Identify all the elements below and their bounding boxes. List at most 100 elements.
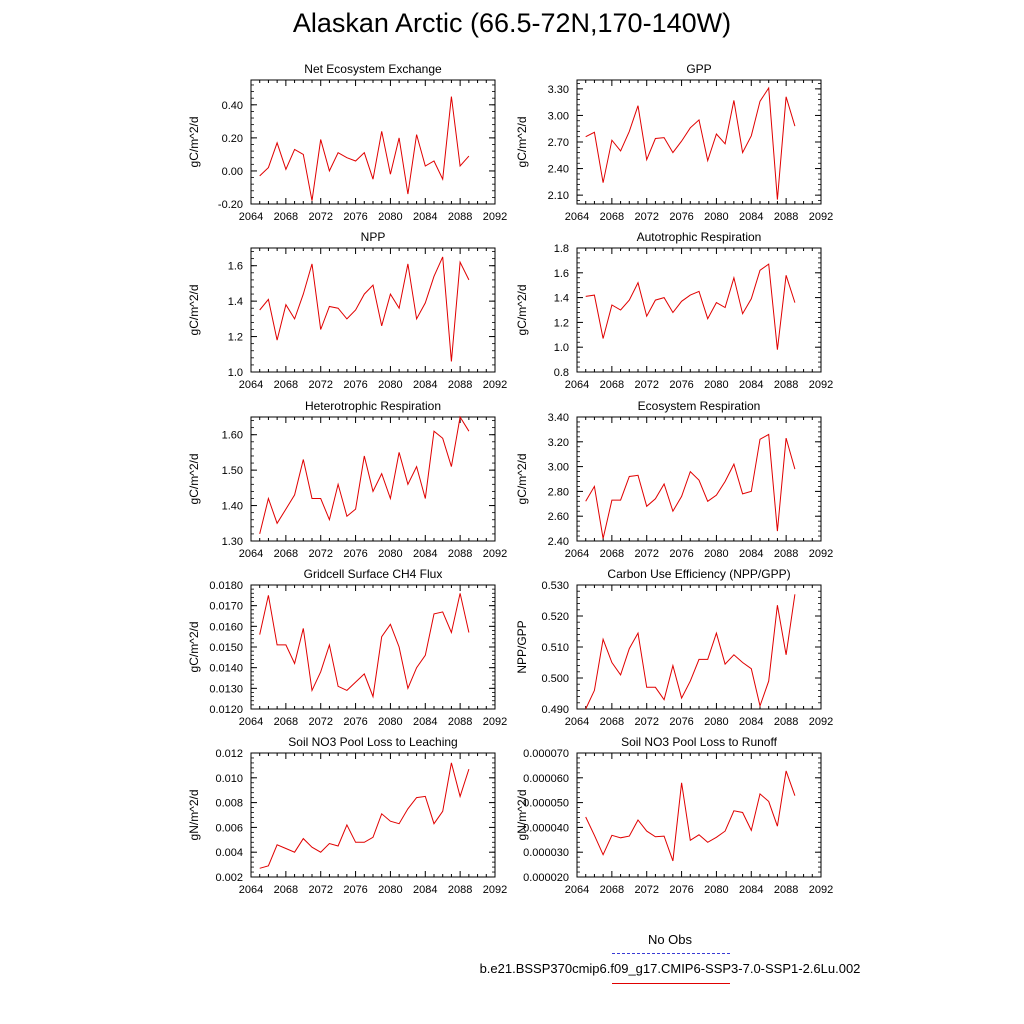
- panel-title: Heterotrophic Respiration: [305, 399, 441, 413]
- x-tick-label: 2064: [239, 884, 263, 896]
- plot-frame: [576, 752, 822, 878]
- chart-panel-6: Gridcell Surface CH4 Flux gC/m^2/d 2064 206…: [187, 567, 507, 728]
- x-tick-label: 2080: [378, 884, 402, 896]
- y-tick-label: 0.008: [215, 798, 243, 810]
- series-line: [259, 415, 470, 535]
- y-axis-label: NPP/GPP: [515, 620, 529, 673]
- y-tick-label: 1.0: [228, 367, 243, 379]
- x-tick-label: 2084: [413, 716, 437, 728]
- x-tick-label: 2076: [669, 379, 693, 391]
- plot-frame: [250, 752, 496, 878]
- y-tick-label: 0.20: [222, 133, 243, 145]
- y-axis-label: gC/m^2/d: [515, 285, 529, 336]
- y-tick-label: 0.000060: [523, 773, 569, 785]
- x-tick-label: 2092: [809, 716, 833, 728]
- y-tick-label: 1.4: [228, 296, 243, 308]
- x-tick-label: 2076: [343, 211, 367, 223]
- y-tick-label: -0.20: [218, 199, 243, 211]
- x-tick-label: 2072: [634, 716, 658, 728]
- panel-title: Soil NO3 Pool Loss to Runoff: [621, 735, 778, 749]
- y-tick-label: 1.40: [222, 501, 243, 513]
- x-tick-label: 2088: [774, 548, 798, 560]
- x-tick-label: 2068: [600, 716, 624, 728]
- y-tick-label: 1.50: [222, 465, 243, 477]
- y-tick-label: 0.490: [541, 704, 569, 716]
- plot-frame: [576, 247, 822, 373]
- panel-title: Ecosystem Respiration: [638, 399, 761, 413]
- panel-title: Autotrophic Respiration: [637, 230, 762, 244]
- plot-frame: [250, 584, 496, 710]
- x-tick-label: 2088: [448, 884, 472, 896]
- y-tick-label: 1.2: [554, 317, 569, 329]
- y-axis-label: gC/m^2/d: [187, 285, 201, 336]
- panel-title: GPP: [686, 62, 711, 76]
- x-tick-label: 2076: [343, 548, 367, 560]
- plot-frame: [250, 416, 496, 542]
- x-tick-label: 2092: [809, 211, 833, 223]
- x-tick-label: 2068: [274, 379, 298, 391]
- y-tick-label: 0.0150: [209, 642, 243, 654]
- x-tick-label: 2080: [378, 211, 402, 223]
- y-tick-label: 0.002: [215, 872, 243, 884]
- y-tick-label: 0.000070: [523, 748, 569, 760]
- series-line: [585, 263, 796, 350]
- legend-case-line: [612, 983, 730, 984]
- y-tick-label: 0.0120: [209, 704, 243, 716]
- x-tick-label: 2072: [308, 884, 332, 896]
- y-tick-label: 0.0160: [209, 621, 243, 633]
- x-tick-label: 2064: [565, 884, 589, 896]
- x-tick-label: 2064: [239, 211, 263, 223]
- chart-panel-2: NPP gC/m^2/d 2064 2068 2072 2076 2080 2084 2088 2…: [187, 230, 507, 391]
- y-axis-label: gC/m^2/d: [187, 622, 201, 673]
- y-tick-label: 2.70: [548, 137, 569, 149]
- page-title: Alaskan Arctic (66.5-72N,170-140W): [292, 8, 732, 38]
- x-tick-label: 2084: [413, 379, 437, 391]
- x-tick-label: 2072: [634, 548, 658, 560]
- x-tick-label: 2064: [239, 548, 263, 560]
- y-tick-label: 2.40: [548, 536, 569, 548]
- y-tick-label: 0.0140: [209, 663, 243, 675]
- x-tick-label: 2068: [274, 884, 298, 896]
- y-tick-label: 0.000030: [523, 847, 569, 859]
- chart-panel-4: Heterotrophic Respiration gC/m^2/d 2064 206…: [187, 399, 507, 560]
- y-tick-label: 1.8: [554, 243, 569, 255]
- x-tick-label: 2092: [483, 379, 507, 391]
- series-line: [259, 593, 470, 699]
- plot-frame: [250, 79, 496, 205]
- x-tick-label: 2068: [274, 211, 298, 223]
- x-tick-label: 2080: [378, 379, 402, 391]
- y-axis-label: gC/m^2/d: [515, 454, 529, 505]
- y-tick-label: 1.4: [554, 293, 569, 305]
- plot-frame: [250, 247, 496, 373]
- y-tick-label: 1.2: [228, 332, 243, 344]
- x-tick-label: 2080: [704, 379, 728, 391]
- y-tick-label: 2.80: [548, 486, 569, 498]
- y-tick-label: 3.40: [548, 412, 569, 424]
- x-tick-label: 2068: [600, 884, 624, 896]
- x-tick-label: 2072: [308, 211, 332, 223]
- chart-panel-8: Soil NO3 Pool Loss to Leaching gN/m^2/d 20…: [187, 735, 507, 896]
- plot-frame: [576, 416, 822, 542]
- x-tick-label: 2084: [739, 884, 763, 896]
- x-tick-label: 2084: [739, 716, 763, 728]
- x-tick-label: 2092: [809, 548, 833, 560]
- x-tick-label: 2084: [413, 211, 437, 223]
- y-tick-label: 0.004: [215, 847, 243, 859]
- x-tick-label: 2068: [274, 716, 298, 728]
- y-tick-label: 2.60: [548, 511, 569, 523]
- x-tick-label: 2064: [239, 716, 263, 728]
- y-tick-label: 0.500: [541, 673, 569, 685]
- x-tick-label: 2080: [704, 716, 728, 728]
- y-axis-label: gC/m^2/d: [187, 117, 201, 168]
- y-axis-label: gC/m^2/d: [515, 117, 529, 168]
- panel-title: Gridcell Surface CH4 Flux: [304, 567, 443, 581]
- x-tick-label: 2088: [448, 548, 472, 560]
- x-tick-label: 2064: [565, 716, 589, 728]
- legend-obs-line: [612, 953, 730, 954]
- y-tick-label: 3.00: [548, 462, 569, 474]
- y-tick-label: 0.40: [222, 100, 243, 112]
- series-line: [259, 96, 470, 201]
- x-tick-label: 2092: [483, 211, 507, 223]
